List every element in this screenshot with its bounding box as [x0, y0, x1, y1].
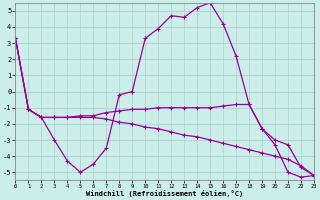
X-axis label: Windchill (Refroidissement éolien,°C): Windchill (Refroidissement éolien,°C): [86, 190, 243, 197]
